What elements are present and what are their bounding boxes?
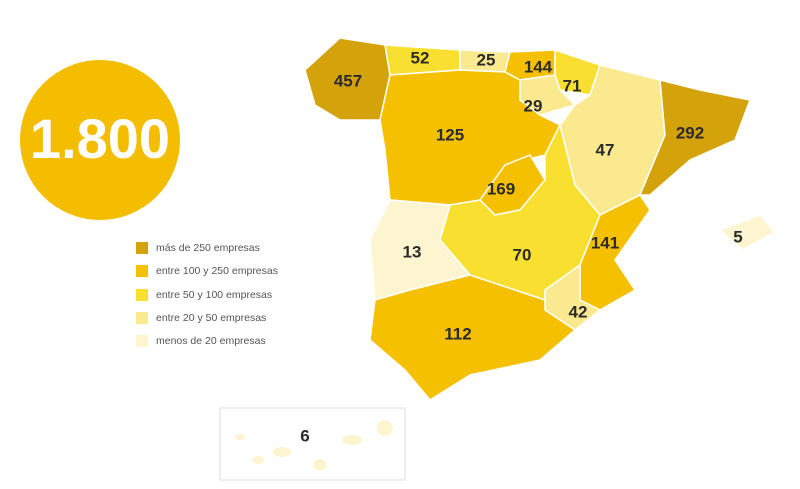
- legend-label: entre 50 y 100 empresas: [156, 289, 272, 301]
- region-baleares: [718, 214, 777, 251]
- region-label: 292: [676, 123, 704, 142]
- region-label: 125: [436, 125, 464, 144]
- region-label: 169: [487, 179, 515, 198]
- region-label: 25: [477, 50, 496, 69]
- region-label: 29: [524, 96, 543, 115]
- region-valencia: [579, 194, 651, 311]
- legend-label: menos de 20 empresas: [156, 335, 266, 347]
- region-label: 6: [300, 426, 309, 445]
- region-label: 457: [334, 71, 362, 90]
- region-canarias: [235, 420, 393, 471]
- region-label: 47: [596, 140, 615, 159]
- region-label: 42: [569, 302, 588, 321]
- region-label: 5: [733, 227, 742, 246]
- region-label: 13: [403, 242, 422, 261]
- total: 1.800: [30, 107, 170, 170]
- region-navarra: [554, 48, 601, 96]
- legend-swatch: [136, 242, 148, 254]
- legend-swatch: [136, 289, 148, 301]
- region-label: 70: [513, 245, 532, 264]
- legend-label: más de 250 empresas: [156, 242, 260, 254]
- legend-swatch: [136, 335, 148, 347]
- legend-swatch: [136, 265, 148, 277]
- legend-label: entre 20 y 50 empresas: [156, 312, 266, 324]
- legend-swatch: [136, 312, 148, 324]
- region-label: 52: [411, 48, 430, 67]
- region-label: 71: [563, 76, 582, 95]
- region-andalucia: [369, 274, 577, 401]
- region-label: 141: [591, 233, 619, 252]
- region-label: 144: [524, 57, 553, 76]
- region-label: 112: [444, 324, 471, 343]
- legend-label: entre 100 y 250 empresas: [156, 265, 278, 277]
- total-badge: [20, 60, 180, 220]
- region-cataluna: [638, 79, 752, 196]
- legend: más de 250 empresas entre 100 y 250 empre…: [136, 242, 278, 347]
- canarias-box: [219, 407, 406, 481]
